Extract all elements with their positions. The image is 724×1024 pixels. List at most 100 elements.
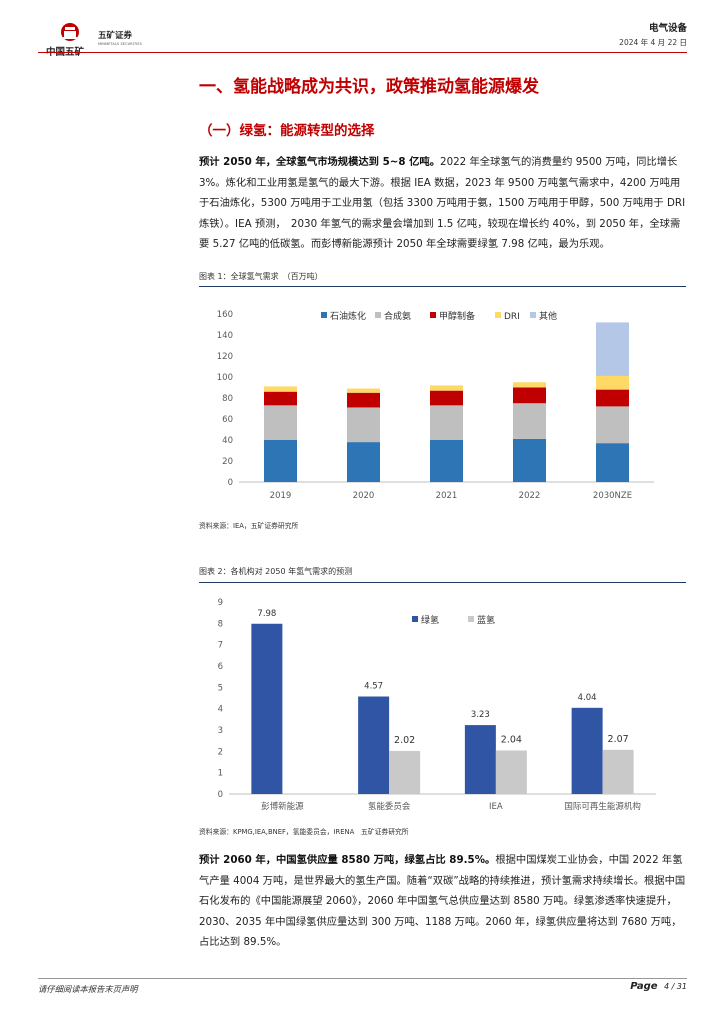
page-label: Page bbox=[630, 981, 658, 992]
legend-label: 其他 bbox=[539, 310, 557, 322]
paragraph-hydrogen-demand: 预计 2050 年，全球氢气市场规模达到 5~8 亿吨。2022 年全球氢气的消… bbox=[199, 152, 686, 255]
paragraph-lead: 预计 2060 年，中国氢供应量 8580 万吨，绿氢占比 89.5%。 bbox=[199, 854, 496, 866]
bar-segment-2-1 bbox=[264, 405, 297, 440]
page-number: 4 / 31 bbox=[663, 982, 687, 991]
data-label: 4.57 bbox=[364, 682, 383, 692]
logo-broker-name: 五矿证券 bbox=[98, 31, 133, 41]
y-tick-label: 8 bbox=[218, 619, 223, 629]
bar-segment-2-4 bbox=[513, 403, 546, 439]
footer-disclaimer: 请仔细阅读本报告末页声明 bbox=[38, 984, 138, 994]
bar-segment-3-5 bbox=[596, 389, 629, 407]
data-label: 7.98 bbox=[257, 609, 276, 619]
figure1-top-rule bbox=[199, 286, 686, 287]
bar-segment-3-1 bbox=[264, 391, 297, 406]
bar-segment-2-5 bbox=[596, 406, 629, 444]
legend-swatch-2 bbox=[468, 616, 474, 622]
y-tick-label: 5 bbox=[218, 683, 223, 693]
bar-2-4 bbox=[602, 749, 634, 794]
data-label: 4.04 bbox=[578, 693, 597, 703]
bar-segment-4-2 bbox=[347, 388, 380, 393]
x-tick-label: 氢能委员会 bbox=[368, 801, 411, 812]
bar-1-2 bbox=[358, 696, 390, 794]
legend-swatch-5 bbox=[530, 312, 536, 318]
bar-segment-1-1 bbox=[264, 440, 297, 482]
x-tick-label: 2022 bbox=[519, 491, 541, 501]
y-tick-label: 140 bbox=[217, 331, 233, 341]
legend-swatch-1 bbox=[321, 312, 327, 318]
y-tick-label: 80 bbox=[222, 394, 233, 404]
y-tick-label: 7 bbox=[218, 641, 223, 651]
legend-swatch-2 bbox=[375, 312, 381, 318]
bar-1-4 bbox=[571, 707, 603, 794]
bar-segment-4-3 bbox=[430, 385, 463, 391]
legend-label: 石油炼化 bbox=[330, 310, 366, 322]
figure2-title: 图表 2：各机构对 2050 年氢气需求的预测 bbox=[199, 567, 353, 576]
figure2-top-rule bbox=[199, 582, 686, 583]
footer-divider bbox=[38, 978, 687, 979]
header-divider bbox=[38, 52, 687, 53]
legend-label: 绿氢 bbox=[421, 614, 439, 626]
bar-segment-1-4 bbox=[513, 438, 546, 482]
bar-2-2 bbox=[389, 750, 421, 794]
y-tick-label: 9 bbox=[218, 598, 223, 608]
global-hydrogen-demand-chart: 0 20 40 60 80 100 120 140 160 2019 2020 2021 2022 203… bbox=[217, 310, 654, 501]
bar-segment-3-2 bbox=[347, 392, 380, 408]
legend-label: 蓝氢 bbox=[477, 614, 495, 626]
bar-segment-2-3 bbox=[430, 405, 463, 440]
y-tick-label: 100 bbox=[217, 373, 233, 383]
bar-1-1 bbox=[251, 623, 283, 794]
y-tick-label: 4 bbox=[218, 705, 223, 715]
y-tick-label: 60 bbox=[222, 415, 233, 425]
bar-1-3 bbox=[464, 725, 496, 794]
x-tick-label: 2030NZE bbox=[593, 491, 632, 501]
bar-segment-3-3 bbox=[430, 390, 463, 406]
paragraph-lead: 预计 2050 年，全球氢气市场规模达到 5~8 亿吨。 bbox=[199, 156, 441, 168]
legend-swatch-1 bbox=[412, 616, 418, 622]
data-label: 3.23 bbox=[471, 710, 490, 720]
report-category: 电气设备 bbox=[648, 23, 687, 34]
y-tick-label: 2 bbox=[218, 747, 223, 757]
bar-segment-1-2 bbox=[347, 442, 380, 482]
section-heading: 一、氢能战略成为共识，政策推动氢能源爆发 bbox=[199, 77, 539, 97]
legend-swatch-3 bbox=[430, 312, 436, 318]
x-tick-label: 国际可再生能源机构 bbox=[564, 801, 641, 812]
x-tick-label: 彭博新能源 bbox=[261, 801, 304, 812]
y-tick-label: 0 bbox=[228, 478, 233, 488]
bar-segment-4-1 bbox=[264, 386, 297, 392]
x-tick-label: 2021 bbox=[436, 491, 458, 501]
bar-segment-4-5 bbox=[596, 375, 629, 390]
bar-segment-1-3 bbox=[430, 440, 463, 482]
bar-2-3 bbox=[495, 750, 527, 794]
y-tick-label: 40 bbox=[222, 436, 233, 446]
y-tick-label: 1 bbox=[218, 769, 223, 779]
report-date: 2024 年 4 月 22 日 bbox=[619, 38, 687, 47]
figure1-title: 图表 1：全球氢气需求 （百万吨） bbox=[199, 272, 323, 281]
y-tick-label: 6 bbox=[218, 662, 223, 672]
bar-segment-2-2 bbox=[347, 407, 380, 443]
minmetals-emblem-icon bbox=[61, 23, 79, 41]
logo-company-name: 中国五矿 bbox=[46, 47, 85, 58]
bar-segment-3-4 bbox=[513, 387, 546, 404]
figure2-source: 资料来源：KPMG,IEA,BNEF，氢能委员会，IRENA 五矿证券研究所 bbox=[199, 828, 409, 836]
y-tick-label: 120 bbox=[217, 352, 233, 362]
bar-segment-4-4 bbox=[513, 382, 546, 388]
legend-swatch-4 bbox=[495, 312, 501, 318]
logo-english-name: MINMETALS SECURITIES bbox=[98, 42, 142, 46]
x-tick-label: 2019 bbox=[270, 491, 292, 501]
page-indicator: Page 4 / 31 bbox=[630, 981, 687, 992]
paragraph-body: 根据中国煤炭工业协会，中国 2022 年氢气产量 4004 万吨，是世界最大的氢… bbox=[199, 854, 686, 948]
data-label: 2.02 bbox=[394, 735, 415, 746]
bar-segment-5-5 bbox=[596, 322, 629, 376]
y-tick-label: 0 bbox=[218, 790, 223, 800]
x-tick-label: IEA bbox=[489, 802, 503, 812]
x-tick-label: 2020 bbox=[353, 491, 375, 501]
legend-label: DRI bbox=[504, 312, 520, 322]
data-label: 2.07 bbox=[608, 734, 629, 745]
y-tick-label: 3 bbox=[218, 726, 223, 736]
hydrogen-forecast-2050-chart: 0 1 2 3 4 5 6 7 8 9 7.98 彭博新能源 4.57 2.02 氢能委员会 3.23 2.04… bbox=[218, 598, 656, 812]
legend-label: 甲醇制备 bbox=[439, 310, 475, 322]
paragraph-china-supply: 预计 2060 年，中国氢供应量 8580 万吨，绿氢占比 89.5%。根据中国… bbox=[199, 850, 686, 953]
figure1-source: 资料来源：IEA，五矿证券研究所 bbox=[199, 522, 299, 530]
data-label: 2.04 bbox=[501, 734, 522, 745]
legend-label: 合成氨 bbox=[384, 310, 411, 322]
